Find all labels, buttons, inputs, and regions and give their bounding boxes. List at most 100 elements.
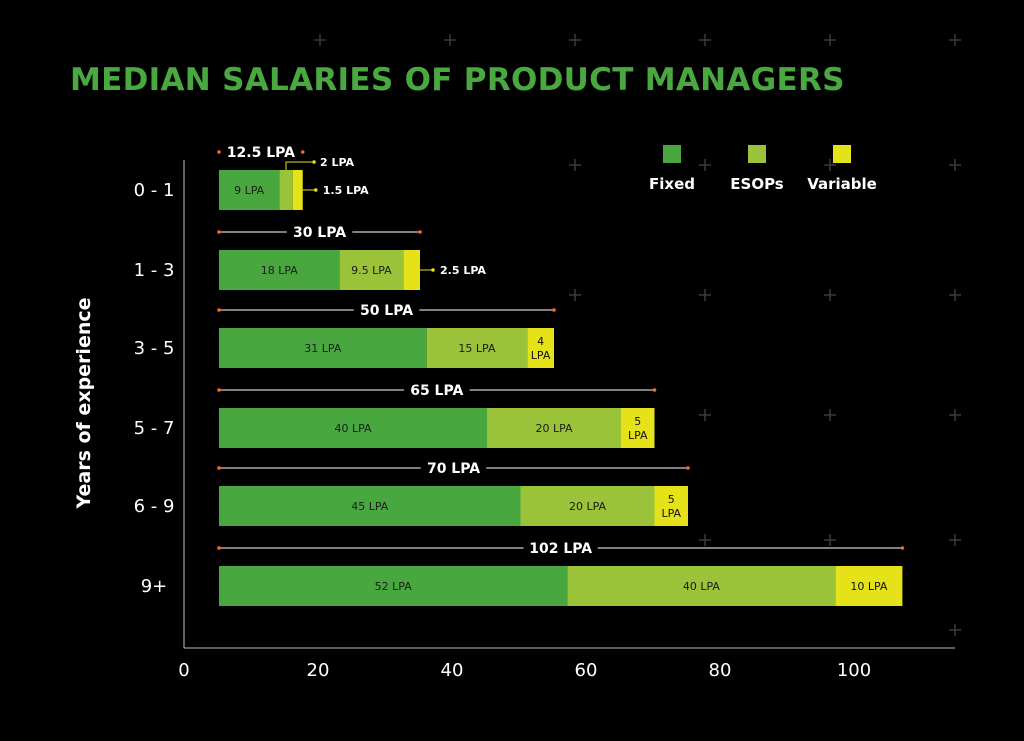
total-marker [217, 546, 221, 550]
legend-label: ESOPs [730, 175, 784, 193]
callout-line [285, 161, 312, 170]
background-cross-icon [699, 534, 711, 546]
bar-value-label: 20 LPA [569, 500, 607, 513]
background-cross-icon [314, 34, 326, 46]
bar-segment-fixed [219, 170, 280, 210]
legend-label: Fixed [649, 175, 695, 193]
background-cross-icon [824, 289, 836, 301]
legend-label: Variable [807, 175, 877, 193]
legend-swatch [748, 145, 766, 163]
category-label: 3 - 5 [134, 338, 175, 359]
total-marker [686, 466, 690, 470]
background-cross-icon [949, 289, 961, 301]
category-label: 0 - 1 [134, 180, 175, 201]
bar-value-label: 15 LPA [458, 342, 496, 355]
bar-value-label: LPA [661, 507, 681, 520]
background-cross-icon [569, 34, 581, 46]
total-marker [217, 150, 221, 154]
bar-value-label: LPA [628, 429, 648, 442]
bar-value-label: 52 LPA [375, 580, 413, 593]
bar-value-label: 10 LPA [850, 580, 888, 593]
total-marker [217, 466, 221, 470]
background-cross-icon [699, 34, 711, 46]
background-cross-icon [949, 34, 961, 46]
bar-segment-variable [654, 486, 688, 526]
bar-segment-fixed [219, 328, 427, 368]
background-cross-icon [824, 409, 836, 421]
background-cross-icon [949, 534, 961, 546]
x-tick-label: 40 [441, 660, 464, 681]
y-axis-label: Years of experience [73, 297, 95, 509]
category-label: 6 - 9 [134, 496, 175, 517]
callout-label: 2.5 LPA [440, 264, 486, 277]
total-label: 12.5 LPA [227, 145, 295, 161]
bar-value-label: 9 LPA [234, 184, 265, 197]
total-marker [900, 546, 905, 550]
bar-segment-variable [403, 250, 420, 290]
bar-value-label: 5 [634, 415, 641, 428]
bar-segment-fixed [219, 250, 340, 290]
background-cross-icon [569, 159, 581, 171]
x-tick-label: 80 [709, 660, 732, 681]
x-tick-label: 60 [575, 660, 598, 681]
background-cross-icon [699, 289, 711, 301]
total-label: 50 LPA [360, 303, 413, 319]
total-marker [652, 388, 657, 392]
category-label: 9+ [141, 576, 168, 597]
background-cross-icon [699, 159, 711, 171]
legend-swatch [833, 145, 851, 163]
total-marker [217, 230, 221, 234]
total-label: 30 LPA [293, 225, 346, 241]
legend-swatch [663, 145, 681, 163]
background-cross-icon [699, 409, 711, 421]
background-cross-icon [444, 34, 456, 46]
bar-value-label: 40 LPA [683, 580, 721, 593]
bar-value-label: 5 [668, 493, 675, 506]
callout-dot [312, 160, 316, 164]
bar-segment-variable [527, 328, 554, 368]
bar-value-label: 4 [537, 335, 544, 348]
callout-label: 2 LPA [320, 156, 355, 169]
chart-title: MEDIAN SALARIES OF PRODUCT MANAGERS [70, 62, 845, 98]
bar-segment-esops [567, 566, 836, 606]
background-cross-icon [824, 534, 836, 546]
background-cross-icon [949, 159, 961, 171]
total-marker [300, 150, 305, 154]
callout-label: 1.5 LPA [323, 184, 369, 197]
x-tick-label: 0 [178, 660, 189, 681]
total-marker [552, 308, 556, 312]
bar-value-label: 40 LPA [334, 422, 372, 435]
bar-segment-esops [279, 170, 293, 210]
bar-segment-variable [621, 408, 655, 448]
bar-value-label: 45 LPA [351, 500, 389, 513]
x-tick-label: 20 [307, 660, 330, 681]
background-cross-icon [824, 34, 836, 46]
total-marker [418, 230, 422, 234]
bar-segment-variable [835, 566, 903, 606]
bar-segment-esops [426, 328, 528, 368]
background-cross-icon [569, 289, 581, 301]
callout-dot [313, 188, 318, 192]
callout-dot [431, 268, 435, 272]
bar-segment-variable [292, 170, 303, 210]
bar-segment-esops [339, 250, 404, 290]
background-cross-icon [949, 624, 961, 636]
background-cross-icon [949, 409, 961, 421]
total-marker [217, 308, 221, 312]
bar-value-label: 20 LPA [535, 422, 573, 435]
bar-value-label: 18 LPA [261, 264, 299, 277]
bar-value-label: 31 LPA [304, 342, 342, 355]
bar-segment-fixed [219, 408, 487, 448]
bar-segment-esops [487, 408, 621, 448]
total-label: 65 LPA [410, 383, 463, 399]
bar-segment-esops [520, 486, 655, 526]
total-marker [217, 388, 221, 392]
background-cross-icon [824, 159, 836, 171]
category-label: 5 - 7 [134, 418, 175, 439]
total-label: 102 LPA [529, 541, 592, 557]
bar-segment-fixed [219, 486, 521, 526]
bar-value-label: LPA [531, 349, 551, 362]
category-label: 1 - 3 [134, 260, 175, 281]
total-label: 70 LPA [427, 461, 480, 477]
